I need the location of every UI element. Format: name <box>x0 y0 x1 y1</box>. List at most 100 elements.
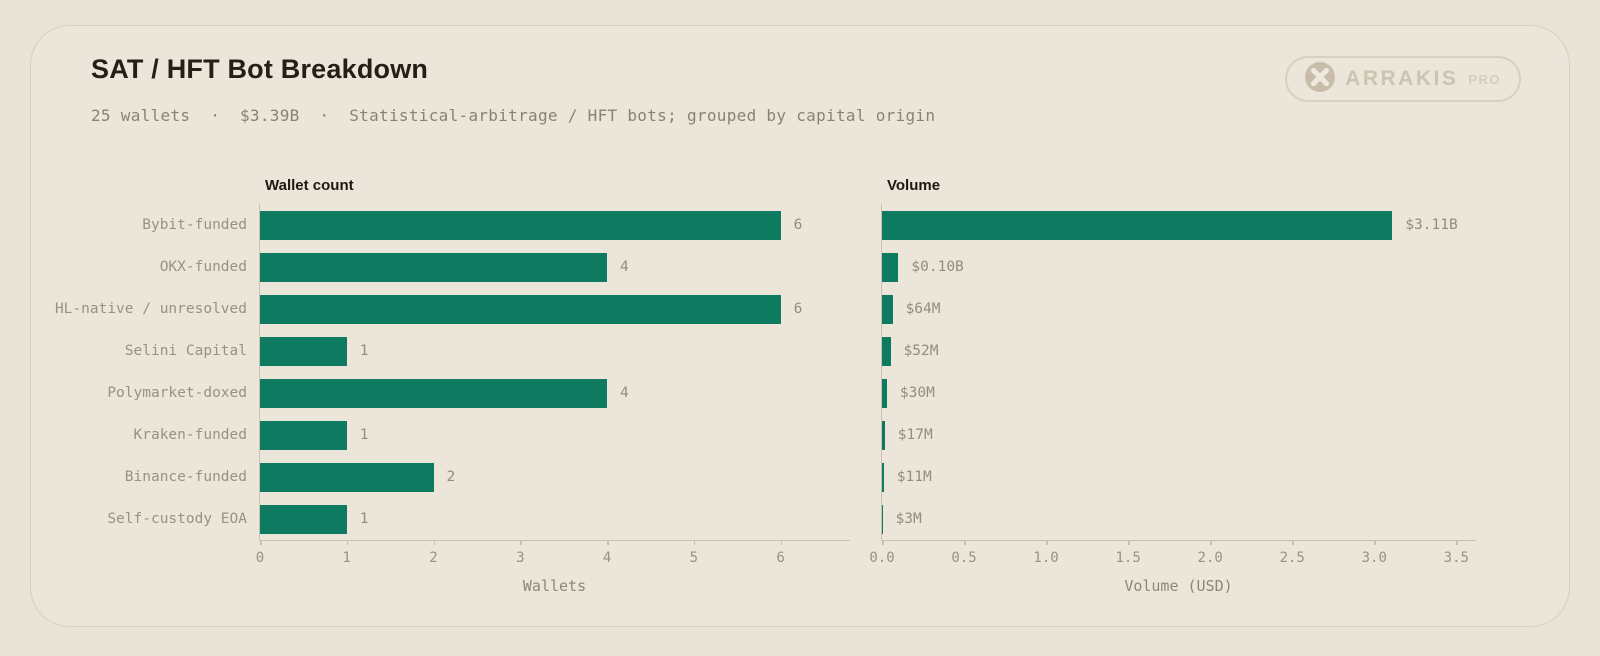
axis-tick-label: 2.5 <box>1279 550 1305 566</box>
axis-tick-label: 2 <box>429 550 438 566</box>
page-subtitle: 25 wallets · $3.39B · Statistical-arbitr… <box>91 106 936 125</box>
axis-tick <box>1210 540 1212 545</box>
bar-row-selini-capital: $52M <box>882 330 1476 372</box>
bar-value-label: 6 <box>793 217 803 233</box>
bar-value-label: 2 <box>446 469 456 485</box>
bar-value-label: 1 <box>359 511 369 527</box>
logo-pro-badge: PRO <box>1468 71 1501 87</box>
x-axis-label-volume-usd: Volume (USD) <box>1124 577 1233 595</box>
axis-tick-label: 0 <box>255 550 265 566</box>
axis-tick-label: 2.0 <box>1197 550 1223 566</box>
bar-value-label: $52M <box>903 343 939 359</box>
bar-row-bybit-funded: 6 <box>260 204 850 246</box>
page-title: SAT / HFT Bot Breakdown <box>91 54 429 84</box>
bar-value-label: 4 <box>620 259 629 275</box>
bar-value-label: 1 <box>359 343 369 359</box>
bar-row-binance-funded: 2 <box>260 456 850 498</box>
x-axis-label-wallets: Wallets <box>522 577 587 595</box>
axis-tick <box>433 540 436 545</box>
bar-row-hl-native-unresolved: $64M <box>882 288 1476 330</box>
bar-row-polymarket-doxed: 4 <box>260 372 850 414</box>
category-label-kraken-funded: Kraken-funded <box>133 427 248 443</box>
category-label-polymarket-doxed: Polymarket-doxed <box>107 385 247 401</box>
axis-tick <box>1374 540 1376 545</box>
bar-self-custody-eoa <box>882 504 883 534</box>
category-label-binance-funded: Binance-funded <box>124 469 247 485</box>
category-label-selini-capital: Selini Capital <box>124 343 247 359</box>
axis-tick <box>1292 540 1294 545</box>
bar-row-kraken-funded: $17M <box>882 414 1476 456</box>
bar-row-self-custody-eoa: 1 <box>260 498 850 540</box>
category-label-hl-native-unresolved: HL-native / unresolved <box>54 301 247 317</box>
arrakis-x-circle-icon <box>1305 61 1336 97</box>
bar-row-okx-funded: $0.10B <box>882 246 1476 288</box>
category-label-bybit-funded: Bybit-funded <box>142 217 247 233</box>
axis-tick-label: 1 <box>342 550 351 566</box>
bar-binance-funded <box>260 462 434 492</box>
axis-tick <box>964 540 966 545</box>
bar-row-selini-capital: 1 <box>260 330 850 372</box>
logo-brand-text: ARRAKIS <box>1345 67 1459 90</box>
axis-tick <box>346 540 349 545</box>
bar-polymarket-doxed <box>882 378 887 408</box>
axis-tick-label: 3.5 <box>1443 550 1469 566</box>
bar-value-label: $0.10B <box>911 259 964 275</box>
bar-polymarket-doxed <box>260 378 608 408</box>
bar-selini-capital <box>882 336 891 366</box>
bar-binance-funded <box>882 462 884 492</box>
axis-tick <box>882 540 884 545</box>
axis-tick <box>607 540 609 545</box>
bar-value-label: 4 <box>620 385 629 401</box>
bar-bybit-funded <box>882 210 1393 240</box>
arrakis-logo: ARRAKIS PRO <box>1285 56 1521 102</box>
bar-value-label: 6 <box>793 301 803 317</box>
chart-title-volume: Volume <box>887 177 941 194</box>
bar-kraken-funded <box>882 420 885 450</box>
bar-self-custody-eoa <box>260 504 347 534</box>
bar-row-self-custody-eoa: $3M <box>882 498 1476 540</box>
bar-okx-funded <box>260 252 608 282</box>
bar-value-label: $64M <box>905 301 941 317</box>
bar-kraken-funded <box>260 420 347 450</box>
bar-row-hl-native-unresolved: 6 <box>260 288 850 330</box>
volume-plot-area: $3.11B $0.10B $64M $52M $30M $17M $11M $3M 0.0 0.… <box>869 204 1476 566</box>
bar-value-label: $3.11B <box>1405 217 1458 233</box>
bar-value-label: $30M <box>899 385 935 401</box>
axis-tick <box>260 540 262 545</box>
bar-row-binance-funded: $11M <box>882 456 1476 498</box>
bar-bybit-funded <box>260 210 781 240</box>
axis-tick <box>780 540 783 545</box>
axis-tick-label: 3.0 <box>1361 550 1387 566</box>
bar-row-bybit-funded: $3.11B <box>882 204 1476 246</box>
axis-tick-label: 4 <box>602 550 612 566</box>
bar-hl-native-unresolved <box>260 294 781 324</box>
axis-tick <box>1128 540 1130 545</box>
axis-tick <box>693 540 696 545</box>
wallet-count-plot-area: 6 Bybit-funded 4 OKX-funded 6 HL-native / unr… <box>55 204 850 566</box>
bar-row-kraken-funded: 1 <box>260 414 850 456</box>
category-label-okx-funded: OKX-funded <box>159 259 247 275</box>
axis-tick <box>1456 540 1458 545</box>
report-card: SAT / HFT Bot Breakdown 25 wallets · $3.… <box>30 25 1570 627</box>
axis-tick-label: 0.0 <box>869 550 895 566</box>
axis-tick-label: 3 <box>516 550 525 566</box>
bar-okx-funded <box>882 252 899 282</box>
bar-value-label: $3M <box>895 511 922 527</box>
axis-tick-label: 5 <box>689 550 699 566</box>
bar-row-okx-funded: 4 <box>260 246 850 288</box>
axis-tick-label: 0.5 <box>951 550 977 566</box>
axis-tick-label: 1.0 <box>1033 550 1059 566</box>
axis-tick-label: 6 <box>776 550 785 566</box>
bar-selini-capital <box>260 336 347 366</box>
axis-tick-label: 1.5 <box>1115 550 1141 566</box>
axis-tick <box>520 540 522 545</box>
bar-value-label: $17M <box>897 427 933 443</box>
category-label-self-custody-eoa: Self-custody EOA <box>107 511 247 527</box>
bar-value-label: $11M <box>896 469 932 485</box>
bar-row-polymarket-doxed: $30M <box>882 372 1476 414</box>
chart-title-wallet-count: Wallet count <box>265 177 354 194</box>
volume-chart: Volume $3.11B $0.10B $64M $52M $30M $17M $11M $… <box>869 168 1476 595</box>
bar-value-label: 1 <box>359 427 369 443</box>
axis-tick <box>1046 540 1048 545</box>
bar-hl-native-unresolved <box>882 294 893 324</box>
